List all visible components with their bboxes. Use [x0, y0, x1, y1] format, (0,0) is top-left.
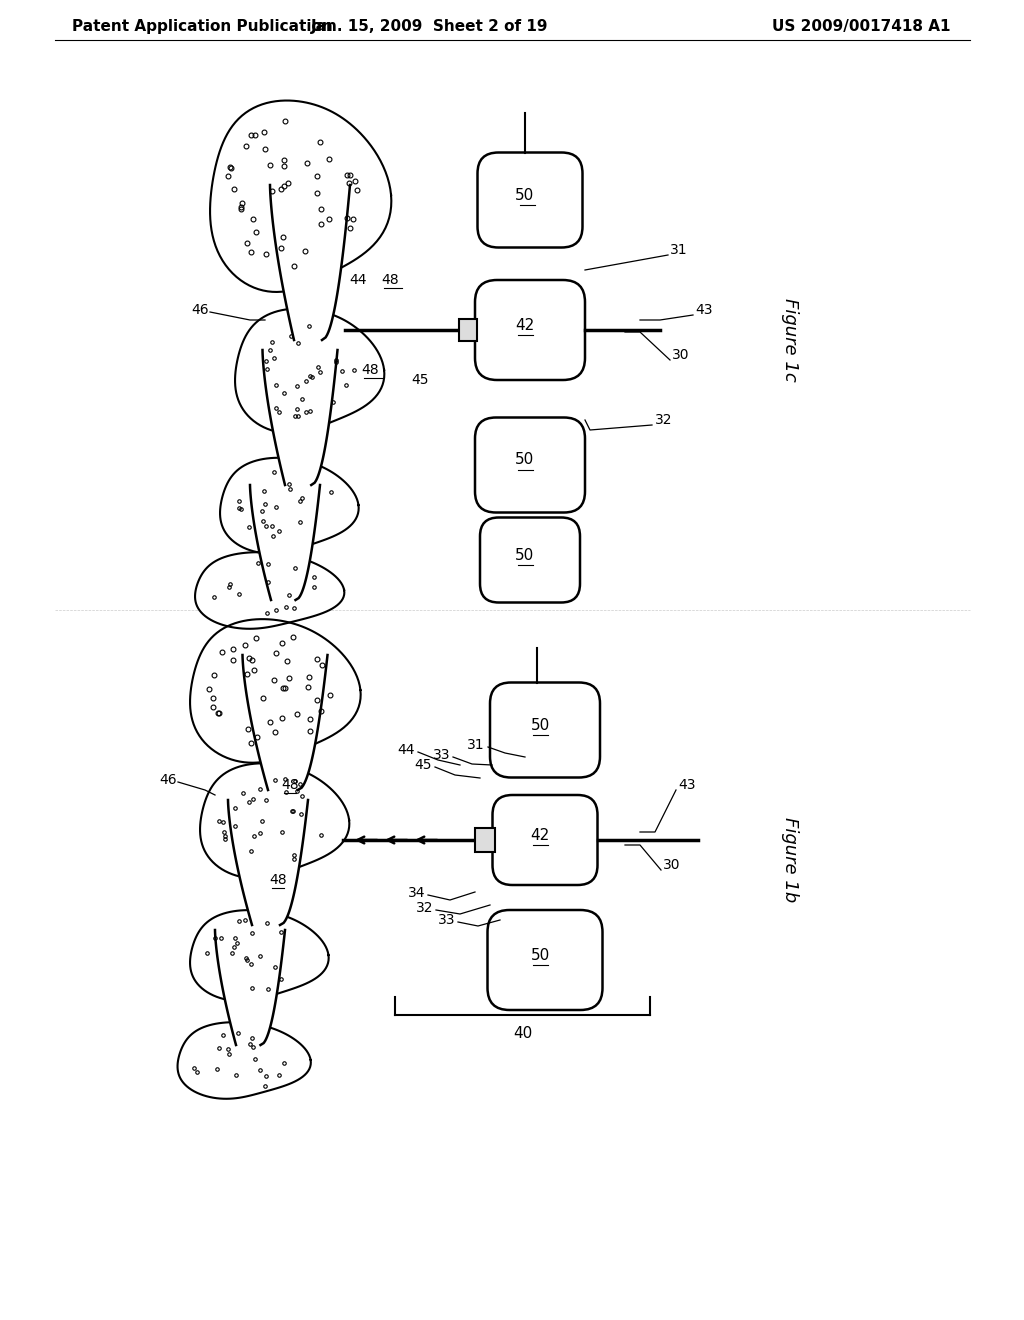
Polygon shape	[220, 458, 358, 553]
Text: 34: 34	[408, 886, 425, 900]
Polygon shape	[190, 619, 360, 763]
Bar	[459, 319, 477, 341]
Text: 42: 42	[515, 318, 535, 333]
Polygon shape	[215, 931, 285, 1045]
FancyBboxPatch shape	[475, 280, 585, 380]
Text: 43: 43	[678, 777, 695, 792]
Text: 48: 48	[269, 873, 287, 887]
Text: 33: 33	[432, 748, 450, 762]
Polygon shape	[195, 552, 344, 628]
Bar	[474, 828, 495, 851]
Text: 32: 32	[416, 902, 433, 915]
Text: 46: 46	[191, 304, 209, 317]
Text: 44: 44	[349, 273, 367, 286]
Polygon shape	[190, 909, 329, 1001]
Text: 32: 32	[655, 413, 673, 426]
Text: 30: 30	[672, 348, 689, 362]
Polygon shape	[250, 484, 319, 601]
Polygon shape	[177, 1022, 311, 1098]
Text: 33: 33	[437, 913, 455, 927]
Text: 50: 50	[530, 718, 550, 733]
Text: Figure 1b: Figure 1b	[781, 817, 799, 903]
FancyBboxPatch shape	[480, 517, 580, 602]
Polygon shape	[270, 185, 350, 341]
Text: 43: 43	[695, 304, 713, 317]
Text: 50: 50	[515, 187, 535, 202]
Text: 42: 42	[530, 828, 550, 842]
FancyBboxPatch shape	[493, 795, 597, 884]
FancyBboxPatch shape	[477, 153, 583, 248]
Polygon shape	[200, 763, 349, 878]
Text: 45: 45	[415, 758, 432, 772]
Text: 31: 31	[467, 738, 485, 752]
Polygon shape	[243, 655, 328, 789]
Text: US 2009/0017418 A1: US 2009/0017418 A1	[771, 20, 950, 34]
Text: Figure 1c: Figure 1c	[781, 298, 799, 381]
FancyBboxPatch shape	[475, 417, 585, 512]
Text: 46: 46	[159, 774, 177, 787]
Polygon shape	[210, 100, 391, 292]
Text: 40: 40	[513, 1026, 532, 1040]
FancyBboxPatch shape	[487, 909, 602, 1010]
Text: 44: 44	[397, 743, 415, 756]
Text: Patent Application Publication: Patent Application Publication	[72, 20, 333, 34]
Text: 48: 48	[361, 363, 379, 378]
Text: 48: 48	[282, 777, 299, 792]
Text: 50: 50	[530, 948, 550, 962]
Polygon shape	[236, 309, 384, 433]
Polygon shape	[262, 350, 338, 484]
Text: 45: 45	[412, 374, 429, 387]
Text: 50: 50	[515, 548, 535, 562]
Text: 50: 50	[515, 453, 535, 467]
Text: 30: 30	[663, 858, 681, 873]
Text: Jan. 15, 2009  Sheet 2 of 19: Jan. 15, 2009 Sheet 2 of 19	[311, 20, 549, 34]
Text: 31: 31	[670, 243, 688, 257]
FancyBboxPatch shape	[490, 682, 600, 777]
Text: 48: 48	[381, 273, 398, 286]
Polygon shape	[228, 800, 308, 925]
